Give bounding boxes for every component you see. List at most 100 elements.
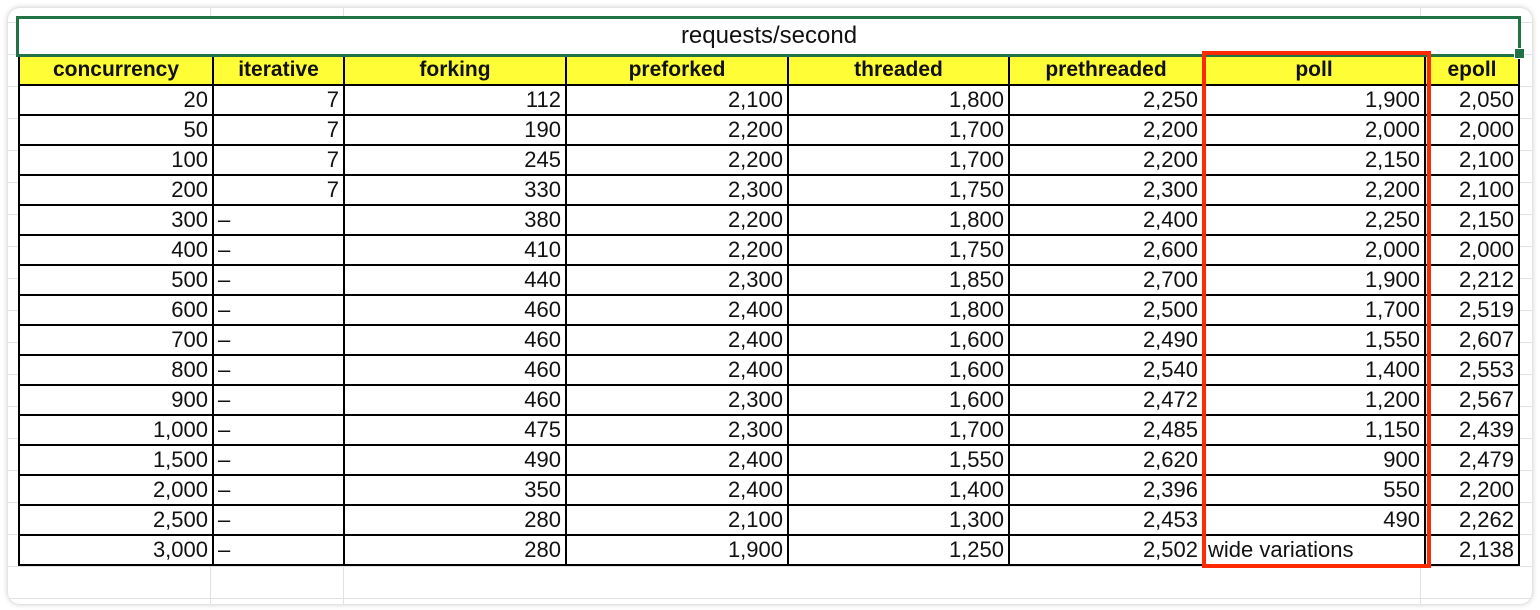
cell-epoll[interactable]: 2,519 <box>1424 294 1520 326</box>
cell-poll[interactable]: 1,200 <box>1202 384 1426 416</box>
cell-poll[interactable]: 900 <box>1202 444 1426 476</box>
cell-prethreaded[interactable]: 2,200 <box>1008 114 1204 146</box>
cell-epoll[interactable]: 2,138 <box>1424 534 1520 566</box>
cell-forking[interactable]: 280 <box>343 504 567 536</box>
cell-iterative[interactable]: 7 <box>212 174 345 206</box>
cell-concurrency[interactable]: 20 <box>18 84 214 116</box>
cell-prethreaded[interactable]: 2,472 <box>1008 384 1204 416</box>
column-header-iterative[interactable]: iterative <box>212 54 345 86</box>
cell-forking[interactable]: 410 <box>343 234 567 266</box>
cell-preforked[interactable]: 2,200 <box>565 204 789 236</box>
cell-poll[interactable]: 1,150 <box>1202 414 1426 446</box>
cell-poll[interactable]: 1,900 <box>1202 264 1426 296</box>
cell-epoll[interactable]: 2,100 <box>1424 174 1520 206</box>
cell-epoll[interactable]: 2,439 <box>1424 414 1520 446</box>
cell-poll[interactable]: 2,000 <box>1202 234 1426 266</box>
cell-preforked[interactable]: 1,900 <box>565 534 789 566</box>
cell-preforked[interactable]: 2,400 <box>565 324 789 356</box>
cell-threaded[interactable]: 1,750 <box>787 174 1010 206</box>
cell-preforked[interactable]: 2,400 <box>565 294 789 326</box>
cell-prethreaded[interactable]: 2,453 <box>1008 504 1204 536</box>
cell-preforked[interactable]: 2,100 <box>565 84 789 116</box>
cell-preforked[interactable]: 2,200 <box>565 144 789 176</box>
cell-prethreaded[interactable]: 2,400 <box>1008 204 1204 236</box>
cell-forking[interactable]: 460 <box>343 324 567 356</box>
cell-forking[interactable]: 112 <box>343 84 567 116</box>
cell-prethreaded[interactable]: 2,300 <box>1008 174 1204 206</box>
cell-threaded[interactable]: 1,400 <box>787 474 1010 506</box>
cell-poll[interactable]: 1,900 <box>1202 84 1426 116</box>
cell-iterative[interactable]: – <box>212 444 345 476</box>
cell-epoll[interactable]: 2,000 <box>1424 114 1520 146</box>
cell-poll[interactable]: 490 <box>1202 504 1426 536</box>
cell-preforked[interactable]: 2,200 <box>565 114 789 146</box>
cell-threaded[interactable]: 1,600 <box>787 384 1010 416</box>
cell-prethreaded[interactable]: 2,490 <box>1008 324 1204 356</box>
cell-forking[interactable]: 490 <box>343 444 567 476</box>
cell-concurrency[interactable]: 2,000 <box>18 474 214 506</box>
cell-iterative[interactable]: – <box>212 294 345 326</box>
cell-forking[interactable]: 460 <box>343 354 567 386</box>
cell-preforked[interactable]: 2,400 <box>565 354 789 386</box>
cell-epoll[interactable]: 2,212 <box>1424 264 1520 296</box>
cell-threaded[interactable]: 1,700 <box>787 114 1010 146</box>
cell-concurrency[interactable]: 1,500 <box>18 444 214 476</box>
cell-forking[interactable]: 330 <box>343 174 567 206</box>
cell-concurrency[interactable]: 300 <box>18 204 214 236</box>
cell-concurrency[interactable]: 1,000 <box>18 414 214 446</box>
cell-forking[interactable]: 440 <box>343 264 567 296</box>
cell-poll[interactable]: wide variations <box>1202 534 1426 566</box>
cell-epoll[interactable]: 2,050 <box>1424 84 1520 116</box>
cell-iterative[interactable]: – <box>212 384 345 416</box>
cell-iterative[interactable]: – <box>212 354 345 386</box>
cell-prethreaded[interactable]: 2,600 <box>1008 234 1204 266</box>
cell-epoll[interactable]: 2,262 <box>1424 504 1520 536</box>
fill-handle[interactable] <box>1514 48 1525 59</box>
cell-threaded[interactable]: 1,800 <box>787 204 1010 236</box>
cell-forking[interactable]: 190 <box>343 114 567 146</box>
cell-iterative[interactable]: – <box>212 474 345 506</box>
cell-concurrency[interactable]: 100 <box>18 144 214 176</box>
cell-concurrency[interactable]: 800 <box>18 354 214 386</box>
cell-concurrency[interactable]: 2,500 <box>18 504 214 536</box>
cell-iterative[interactable]: – <box>212 414 345 446</box>
cell-concurrency[interactable]: 3,000 <box>18 534 214 566</box>
cell-forking[interactable]: 460 <box>343 384 567 416</box>
cell-prethreaded[interactable]: 2,250 <box>1008 84 1204 116</box>
cell-forking[interactable]: 380 <box>343 204 567 236</box>
cell-prethreaded[interactable]: 2,200 <box>1008 144 1204 176</box>
cell-preforked[interactable]: 2,400 <box>565 444 789 476</box>
cell-preforked[interactable]: 2,300 <box>565 174 789 206</box>
cell-threaded[interactable]: 1,300 <box>787 504 1010 536</box>
column-header-epoll[interactable]: epoll <box>1424 54 1520 86</box>
cell-epoll[interactable]: 2,553 <box>1424 354 1520 386</box>
cell-concurrency[interactable]: 50 <box>18 114 214 146</box>
cell-prethreaded[interactable]: 2,700 <box>1008 264 1204 296</box>
cell-iterative[interactable]: – <box>212 534 345 566</box>
cell-epoll[interactable]: 2,000 <box>1424 234 1520 266</box>
cell-poll[interactable]: 1,700 <box>1202 294 1426 326</box>
cell-epoll[interactable]: 2,607 <box>1424 324 1520 356</box>
cell-threaded[interactable]: 1,600 <box>787 324 1010 356</box>
cell-forking[interactable]: 280 <box>343 534 567 566</box>
cell-preforked[interactable]: 2,100 <box>565 504 789 536</box>
cell-poll[interactable]: 550 <box>1202 474 1426 506</box>
cell-poll[interactable]: 2,200 <box>1202 174 1426 206</box>
cell-iterative[interactable]: – <box>212 264 345 296</box>
cell-prethreaded[interactable]: 2,620 <box>1008 444 1204 476</box>
cell-preforked[interactable]: 2,300 <box>565 264 789 296</box>
cell-threaded[interactable]: 1,850 <box>787 264 1010 296</box>
cell-concurrency[interactable]: 600 <box>18 294 214 326</box>
column-header-concurrency[interactable]: concurrency <box>18 54 214 86</box>
cell-threaded[interactable]: 1,800 <box>787 294 1010 326</box>
cell-poll[interactable]: 1,550 <box>1202 324 1426 356</box>
cell-concurrency[interactable]: 700 <box>18 324 214 356</box>
cell-poll[interactable]: 2,000 <box>1202 114 1426 146</box>
cell-prethreaded[interactable]: 2,500 <box>1008 294 1204 326</box>
cell-poll[interactable]: 1,400 <box>1202 354 1426 386</box>
cell-iterative[interactable]: – <box>212 324 345 356</box>
cell-threaded[interactable]: 1,550 <box>787 444 1010 476</box>
column-header-threaded[interactable]: threaded <box>787 54 1010 86</box>
column-header-forking[interactable]: forking <box>343 54 567 86</box>
cell-forking[interactable]: 245 <box>343 144 567 176</box>
